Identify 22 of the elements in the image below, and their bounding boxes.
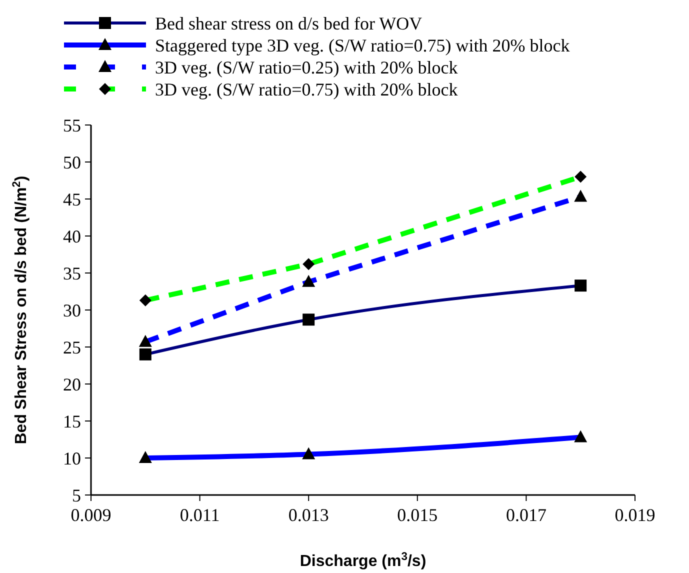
y-tick-label: 40 — [63, 226, 81, 246]
x-tick-label: 0.009 — [70, 505, 112, 525]
y-tick-label: 55 — [63, 115, 81, 136]
legend-label: 3D veg. (S/W ratio=0.75) with 20% block — [155, 79, 458, 100]
y-tick-label: 20 — [63, 374, 81, 394]
x-axis-title: Discharge (m$^{3}$/s) — [300, 551, 426, 570]
y-tick-label: 45 — [63, 189, 81, 210]
y-tick-label: 50 — [63, 152, 81, 172]
y-tick-label: 30 — [63, 300, 81, 320]
x-tick-label: 0.019 — [614, 505, 656, 525]
legend-label: Bed shear stress on d/s bed for WOV — [155, 13, 422, 34]
y-tick-label: 35 — [63, 263, 81, 284]
y-tick-label: 5 — [72, 485, 81, 506]
x-tick-label: 0.011 — [180, 505, 220, 525]
x-tick-label: 0.013 — [288, 505, 329, 525]
y-tick-label: 25 — [63, 337, 81, 358]
y-tick-label: 15 — [63, 411, 81, 432]
x-tick-label: 0.017 — [506, 505, 546, 525]
legend-label: 3D veg. (S/W ratio=0.25) with 20% block — [155, 57, 458, 78]
y-tick-label: 10 — [63, 448, 81, 468]
legend-label: Staggered type 3D veg. (S/W ratio=0.75) with 20% block — [155, 35, 570, 56]
x-tick-label: 0.015 — [397, 505, 438, 525]
